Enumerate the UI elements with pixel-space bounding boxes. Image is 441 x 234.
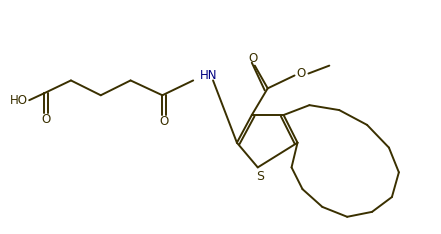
Text: O: O [41, 113, 51, 126]
Text: O: O [160, 115, 169, 128]
Text: O: O [248, 52, 258, 65]
Text: HO: HO [10, 94, 28, 107]
Text: S: S [256, 170, 264, 183]
Text: HN: HN [200, 69, 217, 82]
Text: O: O [297, 67, 306, 80]
